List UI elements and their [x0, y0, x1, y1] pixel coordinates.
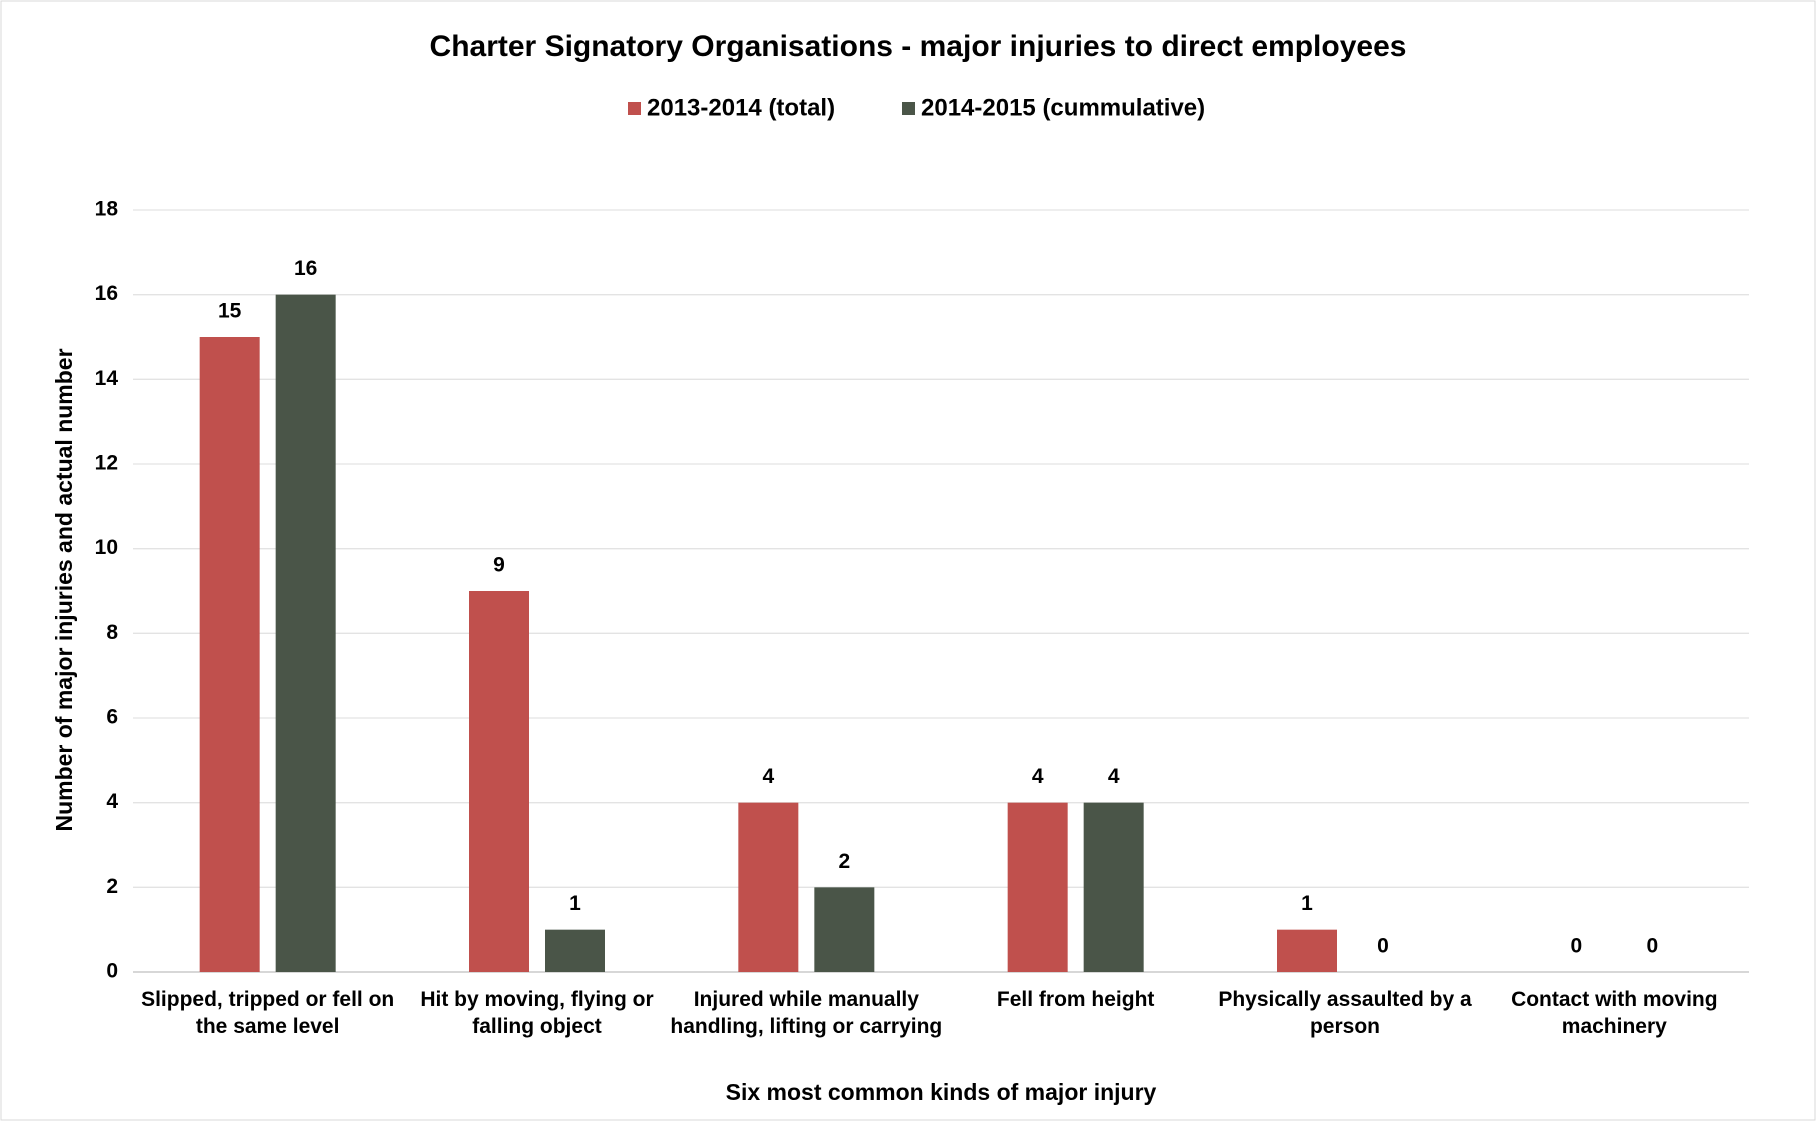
- data-label: 4: [762, 765, 774, 788]
- y-tick-label: 0: [106, 960, 118, 983]
- y-tick-label: 18: [95, 198, 119, 221]
- x-tick-label: Injured while manually handling, lifting…: [670, 988, 943, 1038]
- bar: [469, 591, 529, 972]
- x-tick-label: Contact with moving machinery: [1511, 988, 1718, 1038]
- y-tick-label: 10: [95, 536, 118, 559]
- data-label: 1: [569, 892, 581, 915]
- data-label: 1: [1301, 892, 1313, 915]
- data-label: 4: [1032, 765, 1044, 788]
- data-label: 16: [294, 257, 317, 280]
- legend-swatch: [628, 102, 641, 115]
- bar: [1083, 802, 1144, 972]
- x-axis-title: Six most common kinds of major injury: [726, 1079, 1157, 1105]
- x-tick-label: Slipped, tripped or fell on the same lev…: [141, 988, 395, 1038]
- bar: [1277, 929, 1337, 972]
- legend-label: 2014-2015 (cummulative): [921, 94, 1205, 121]
- data-label: 2: [838, 850, 850, 873]
- bar: [1007, 802, 1068, 972]
- data-label: 0: [1377, 935, 1389, 958]
- y-tick-label: 16: [95, 282, 118, 305]
- data-label: 0: [1570, 935, 1582, 958]
- x-tick-label: Physically assaulted by a person: [1218, 988, 1472, 1038]
- legend-label: 2013-2014 (total): [647, 94, 835, 121]
- bar: [275, 294, 336, 973]
- chart-title: Charter Signatory Organisations - major …: [430, 30, 1407, 63]
- y-tick-label: 6: [106, 706, 118, 729]
- x-tick-label: Hit by moving, flying or falling object: [420, 988, 654, 1038]
- data-label: 0: [1646, 935, 1658, 958]
- bar: [545, 929, 605, 972]
- bar: [199, 337, 260, 972]
- y-tick-label: 14: [95, 367, 119, 390]
- y-tick-label: 12: [95, 452, 118, 475]
- x-tick-label: Fell from height: [996, 988, 1155, 1011]
- y-axis-title: Number of major injuries and actual numb…: [51, 348, 77, 831]
- bar: [814, 887, 875, 972]
- data-label: 9: [493, 554, 505, 577]
- bar: [738, 802, 799, 972]
- y-tick-label: 8: [106, 621, 118, 644]
- y-tick-label: 2: [106, 875, 118, 898]
- data-label: 4: [1108, 765, 1120, 788]
- legend-swatch: [902, 102, 915, 115]
- y-tick-label: 4: [106, 790, 118, 813]
- data-label: 15: [218, 300, 242, 323]
